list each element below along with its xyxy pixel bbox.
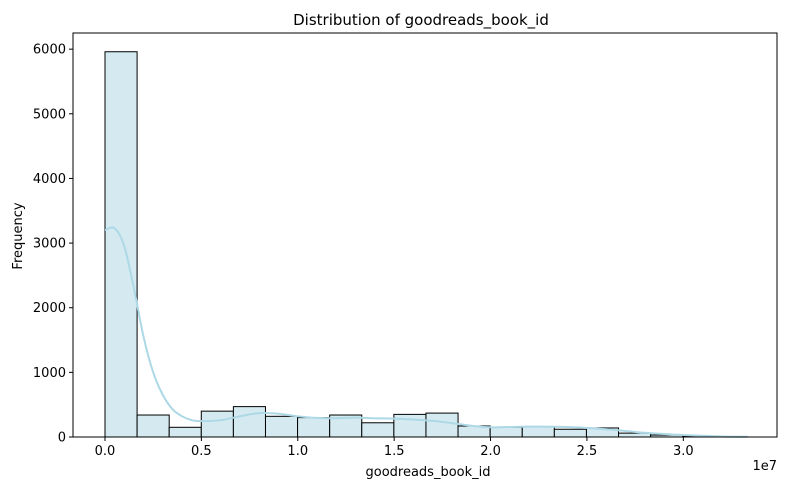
x-tick-label: 3.0: [673, 444, 694, 459]
x-tick-label: 1.5: [384, 444, 405, 459]
histogram-bar: [297, 417, 331, 438]
histogram-bar: [361, 422, 395, 438]
histogram-bar: [264, 415, 299, 438]
histogram-bar: [553, 428, 587, 438]
x-tick-label: 1.0: [287, 444, 308, 459]
y-axis: 0 1000 2000 3000 4000 5000 6000: [33, 43, 73, 446]
y-tick-label: 2000: [33, 301, 66, 316]
y-axis-label: Frequency: [11, 202, 26, 269]
x-axis-offset-label: 1e7: [752, 459, 777, 474]
histogram-bar: [136, 414, 170, 438]
kde-line: [104, 226, 747, 438]
histogram-bar: [168, 426, 202, 438]
y-tick-label: 1000: [33, 366, 66, 381]
y-tick-label: 6000: [33, 43, 66, 58]
histogram-bar: [200, 410, 234, 438]
y-tick-label: 3000: [33, 237, 66, 252]
x-tick-label: 0.5: [191, 444, 212, 459]
chart-title: Distribution of goodreads_book_id: [293, 11, 549, 30]
x-tick-label: 2.0: [480, 444, 501, 459]
x-axis: 0.0 0.5 1.0 1.5 2.0 2.5 3.0: [95, 437, 694, 459]
histogram-bar: [104, 51, 138, 438]
histogram-bar: [425, 412, 459, 438]
plot-frame: [72, 32, 778, 438]
y-tick-label: 5000: [33, 107, 66, 122]
y-tick-label: 0: [58, 431, 66, 446]
plot-area: [104, 51, 748, 438]
histogram-bar: [521, 426, 555, 438]
x-axis-label: goodreads_book_id: [365, 465, 490, 480]
histogram-bar: [232, 406, 266, 438]
x-tick-label: 0.0: [95, 444, 116, 459]
x-tick-label: 2.5: [577, 444, 598, 459]
histogram-bar: [489, 426, 523, 438]
y-tick-label: 4000: [33, 172, 66, 187]
